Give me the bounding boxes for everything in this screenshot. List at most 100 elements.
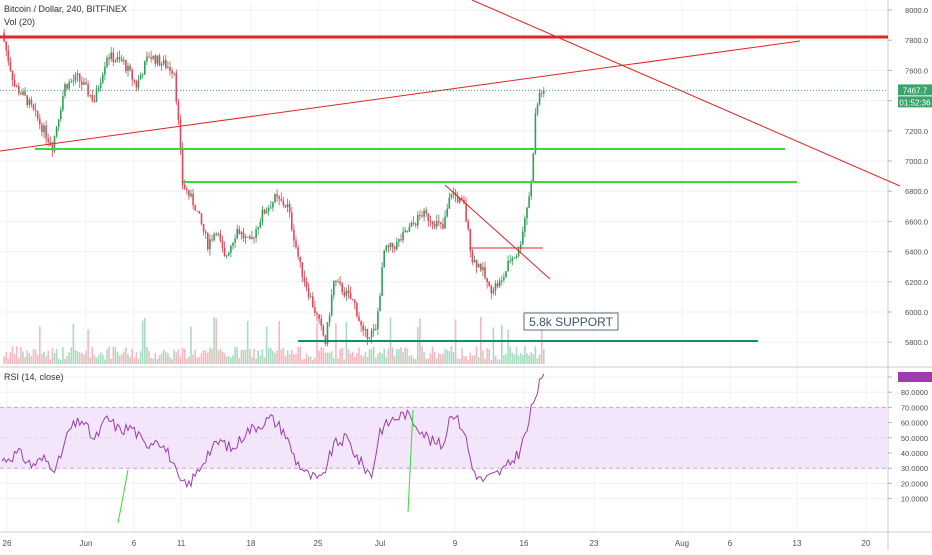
candle-body <box>366 328 369 339</box>
volume-bar <box>181 347 184 364</box>
candle-body <box>408 226 411 232</box>
candle-body <box>522 231 524 245</box>
volume-bar <box>515 347 518 364</box>
candle-body <box>204 231 207 234</box>
volume-bar <box>125 347 127 364</box>
candle-body <box>488 281 490 286</box>
candle-body <box>519 244 522 250</box>
candle-body <box>125 60 127 71</box>
candle-body <box>97 88 100 90</box>
candle-body <box>156 55 159 64</box>
volume-bar <box>307 356 310 364</box>
volume-bar <box>438 353 440 364</box>
candle-body <box>341 283 343 293</box>
countdown-label: 01:52:36 <box>899 98 931 107</box>
volume-bar <box>450 346 453 364</box>
volume-bar <box>543 349 545 364</box>
candle-body <box>272 202 274 208</box>
candle-body <box>154 55 157 64</box>
volume-bar <box>244 349 247 364</box>
candle-body <box>116 56 119 61</box>
candle-body <box>99 82 102 89</box>
volume-bar <box>291 350 293 364</box>
volume-bar <box>230 357 232 364</box>
volume-bar <box>116 351 119 364</box>
candle-body <box>55 127 58 136</box>
volume-bar <box>324 352 327 364</box>
candle-body <box>362 325 364 331</box>
volume-bar <box>183 348 186 364</box>
candle-body <box>309 296 312 298</box>
candle-body <box>345 290 348 296</box>
candle-body <box>381 267 383 297</box>
volume-bar <box>211 348 213 364</box>
rsi-tick-label: 30.0000 <box>901 464 928 473</box>
volume-bar <box>146 347 148 364</box>
volume-bar <box>66 355 68 364</box>
candle-body <box>51 144 54 151</box>
candle-body <box>343 292 346 296</box>
volume-bar <box>93 355 96 364</box>
volume-bar <box>280 349 283 364</box>
volume-bar <box>267 347 270 364</box>
candle-body <box>320 318 322 326</box>
candle-body <box>295 240 297 248</box>
rsi-band <box>0 407 888 469</box>
volume-bar <box>345 321 348 364</box>
candle-body <box>95 88 98 102</box>
candle-body <box>30 99 33 105</box>
volume-bar <box>347 349 350 364</box>
volume-bar <box>314 357 316 364</box>
volume-bar <box>97 355 100 364</box>
candle-body <box>503 277 505 280</box>
volume-bar <box>39 326 41 364</box>
volume-bar <box>127 353 129 364</box>
rsi-tick-label: 50.0000 <box>901 434 928 443</box>
volume-bar <box>135 352 138 364</box>
candle-body <box>120 58 123 62</box>
volume-bar <box>9 352 12 364</box>
volume-bar <box>263 357 266 364</box>
candle-body <box>68 81 70 89</box>
candle-body <box>501 279 503 281</box>
candle-body <box>207 233 209 250</box>
volume-bar <box>156 358 159 364</box>
candle-body <box>383 250 385 268</box>
volume-bar <box>213 317 215 364</box>
volume-bar <box>309 356 312 364</box>
volume-bar <box>137 358 140 364</box>
candle-body <box>303 276 306 282</box>
candle-body <box>141 74 144 76</box>
volume-bar <box>108 346 110 364</box>
volume-bar <box>463 356 465 364</box>
volume-bar <box>486 348 488 364</box>
candle-body <box>190 193 192 197</box>
candle-body <box>223 248 226 257</box>
candle-body <box>486 278 488 282</box>
volume-bar <box>139 351 142 364</box>
volume-bar <box>196 357 199 364</box>
candle-body <box>364 328 367 331</box>
volume-bar <box>316 323 318 364</box>
volume-bar <box>70 347 73 364</box>
volume-bar <box>503 355 505 364</box>
candle-body <box>322 325 325 336</box>
candle-body <box>354 300 356 304</box>
volume-bar <box>526 353 528 364</box>
candle-body <box>36 110 39 119</box>
candle-body <box>173 72 175 74</box>
candle-body <box>534 113 537 154</box>
volume-bar <box>28 353 31 364</box>
rsi-value-tag <box>898 372 932 382</box>
volume-bar <box>236 347 238 364</box>
volume-bar <box>223 353 226 364</box>
volume-bar <box>534 346 537 364</box>
volume-bar <box>219 348 222 364</box>
candle-body <box>188 190 190 197</box>
candle-body <box>45 125 47 139</box>
volume-bar <box>270 348 272 364</box>
volume-bar <box>368 349 371 364</box>
rsi-tick-label: 40.0000 <box>901 449 928 458</box>
volume-bar <box>167 353 169 364</box>
volume-bar <box>362 356 364 364</box>
